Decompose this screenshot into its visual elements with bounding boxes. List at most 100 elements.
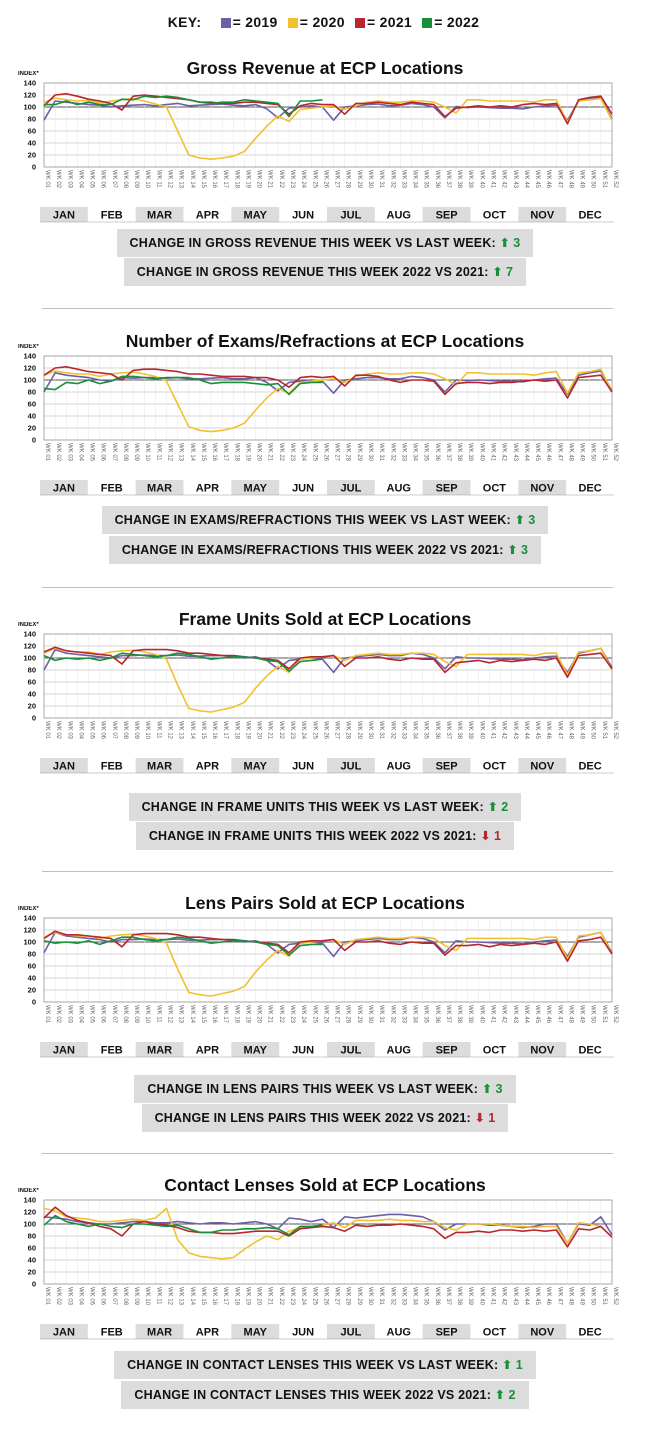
week-tick-label: WK 05 [89, 721, 95, 740]
week-tick-label: WK 18 [233, 443, 239, 462]
series-line-2022 [43, 936, 323, 957]
plot-border [43, 633, 613, 719]
stat-row: CHANGE IN LENS PAIRS THIS WEEK 2022 VS 2… [0, 1104, 650, 1132]
week-tick-label: WK 24 [300, 170, 306, 189]
week-tick-label: WK 13 [178, 443, 184, 462]
stat-text: CHANGE IN LENS PAIRS THIS WEEK VS LAST W… [147, 1082, 479, 1096]
week-tick-label: WK 40 [478, 1287, 484, 1306]
week-tick-label: WK 33 [400, 170, 406, 189]
chart-contact-lenses: INDEX* 0 20 40 60 80 100 120 140 WK 01 WK 02 WK 03 W… [18, 1188, 618, 1340]
chart-frame-units: INDEX* 0 20 40 60 80 100 120 140 WK 01 WK 02 WK 03 W… [18, 622, 618, 774]
legend-item-2019: = 2019 [220, 14, 278, 30]
week-tick-label: WK 11 [155, 443, 161, 461]
week-tick-label: WK 20 [256, 170, 262, 189]
week-tick-label: WK 11 [155, 170, 161, 188]
week-tick-label: WK 26 [322, 1005, 328, 1024]
week-tick-label: WK 43 [512, 1287, 518, 1306]
week-tick-label: WK 28 [345, 721, 351, 740]
week-tick-label: WK 49 [579, 443, 585, 462]
week-tick-label: WK 27 [334, 1287, 340, 1306]
month-label: JUL [341, 210, 362, 222]
week-tick-label: WK 16 [211, 721, 217, 740]
stat-week-vs-last-week: CHANGE IN CONTACT LENSES THIS WEEK VS LA… [114, 1351, 536, 1379]
month-label: MAR [147, 761, 172, 773]
month-band [327, 758, 375, 773]
week-tick-label: WK 50 [590, 721, 596, 740]
week-tick-label: WK 25 [311, 1287, 317, 1306]
month-label: NOV [530, 483, 555, 495]
arrow-up-icon: ⬆ [492, 265, 504, 279]
month-label: APR [196, 761, 219, 773]
month-label: APR [196, 1327, 219, 1339]
month-label: MAY [244, 1327, 268, 1339]
stat-row: CHANGE IN LENS PAIRS THIS WEEK VS LAST W… [0, 1075, 650, 1103]
month-label: SEP [436, 1045, 458, 1057]
week-tick-label: WK 11 [155, 1005, 161, 1023]
week-tick-label: WK 47 [556, 443, 562, 462]
y-axis-label: INDEX* [18, 344, 39, 350]
week-tick-label: WK 19 [244, 443, 250, 462]
week-tick-label: WK 41 [489, 1287, 495, 1306]
month-label: DEC [578, 761, 601, 773]
stat-week-vs-last-week: CHANGE IN EXAMS/REFRACTIONS THIS WEEK VS… [101, 506, 549, 534]
week-tick-label: WK 49 [579, 1005, 585, 1024]
week-tick-label: WK 08 [122, 443, 128, 462]
month-label: JAN [53, 1045, 75, 1057]
month-label: JAN [53, 761, 75, 773]
week-tick-label: WK 09 [133, 443, 139, 462]
month-label: SEP [436, 210, 458, 222]
y-tick-label: 120 [23, 926, 36, 935]
week-tick-label: WK 32 [389, 1287, 395, 1306]
y-tick-label: 40 [28, 974, 36, 983]
week-tick-label: WK 21 [267, 721, 273, 740]
series-line-2020 [43, 1207, 613, 1260]
month-band [231, 480, 280, 495]
series-line-2020 [43, 368, 613, 433]
week-tick-label: WK 42 [501, 443, 507, 462]
y-tick-label: 60 [28, 1244, 36, 1253]
week-tick-label: WK 10 [144, 170, 150, 189]
week-tick-label: WK 07 [111, 1287, 117, 1306]
week-tick-label: WK 32 [389, 443, 395, 462]
stat-text: CHANGE IN FRAME UNITS THIS WEEK 2022 VS … [148, 829, 477, 843]
week-tick-label: WK 17 [222, 1287, 228, 1306]
week-tick-label: WK 29 [356, 1287, 362, 1306]
stat-text: CHANGE IN GROSS REVENUE THIS WEEK 2022 V… [136, 265, 489, 279]
stat-week-vs-last-week: CHANGE IN FRAME UNITS THIS WEEK VS LAST … [128, 793, 522, 821]
week-tick-label: WK 10 [144, 1287, 150, 1306]
week-tick-label: WK 04 [77, 443, 83, 462]
week-tick-label: WK 13 [178, 1287, 184, 1306]
week-tick-label: WK 52 [612, 1287, 618, 1306]
week-tick-label: WK 50 [590, 1287, 596, 1306]
chart-title: Gross Revenue at ECP Locations [186, 58, 464, 78]
week-tick-label: WK 01 [44, 170, 50, 189]
chart-section-exams: Number of Exams/Refractions at ECP Locat… [0, 330, 650, 612]
week-tick-label: WK 35 [423, 443, 429, 462]
week-tick-label: WK 50 [590, 1005, 596, 1024]
week-tick-label: WK 10 [144, 1005, 150, 1024]
week-tick-label: WK 08 [122, 1287, 128, 1306]
stat-row: CHANGE IN FRAME UNITS THIS WEEK VS LAST … [0, 793, 650, 821]
week-tick-label: WK 19 [244, 1287, 250, 1306]
week-tick-label: WK 39 [467, 1287, 473, 1306]
week-tick-label: WK 16 [211, 1287, 217, 1306]
week-tick-label: WK 43 [512, 170, 518, 189]
y-tick-label: 100 [23, 376, 36, 385]
month-band [327, 1042, 375, 1057]
stat-2022-vs-2021: CHANGE IN EXAMS/REFRACTIONS THIS WEEK 20… [108, 536, 542, 564]
week-tick-label: WK 12 [167, 170, 173, 189]
week-tick-label: WK 52 [612, 443, 618, 462]
week-tick-label: WK 20 [256, 721, 262, 740]
week-tick-label: WK 51 [601, 1287, 607, 1306]
week-tick-label: WK 52 [612, 721, 618, 740]
month-label: JUL [341, 483, 362, 495]
chart-section-frame-units: Frame Units Sold at ECP Locations INDEX*… [0, 608, 650, 890]
legend-item-2022: = 2022 [422, 14, 479, 30]
month-label: JUL [341, 761, 362, 773]
month-band [135, 758, 184, 773]
week-tick-label: WK 30 [367, 1287, 373, 1306]
week-tick-label: WK 19 [244, 721, 250, 740]
stat-value: 2 [508, 1388, 516, 1402]
week-tick-label: WK 12 [167, 443, 173, 462]
week-tick-label: WK 03 [66, 443, 72, 462]
